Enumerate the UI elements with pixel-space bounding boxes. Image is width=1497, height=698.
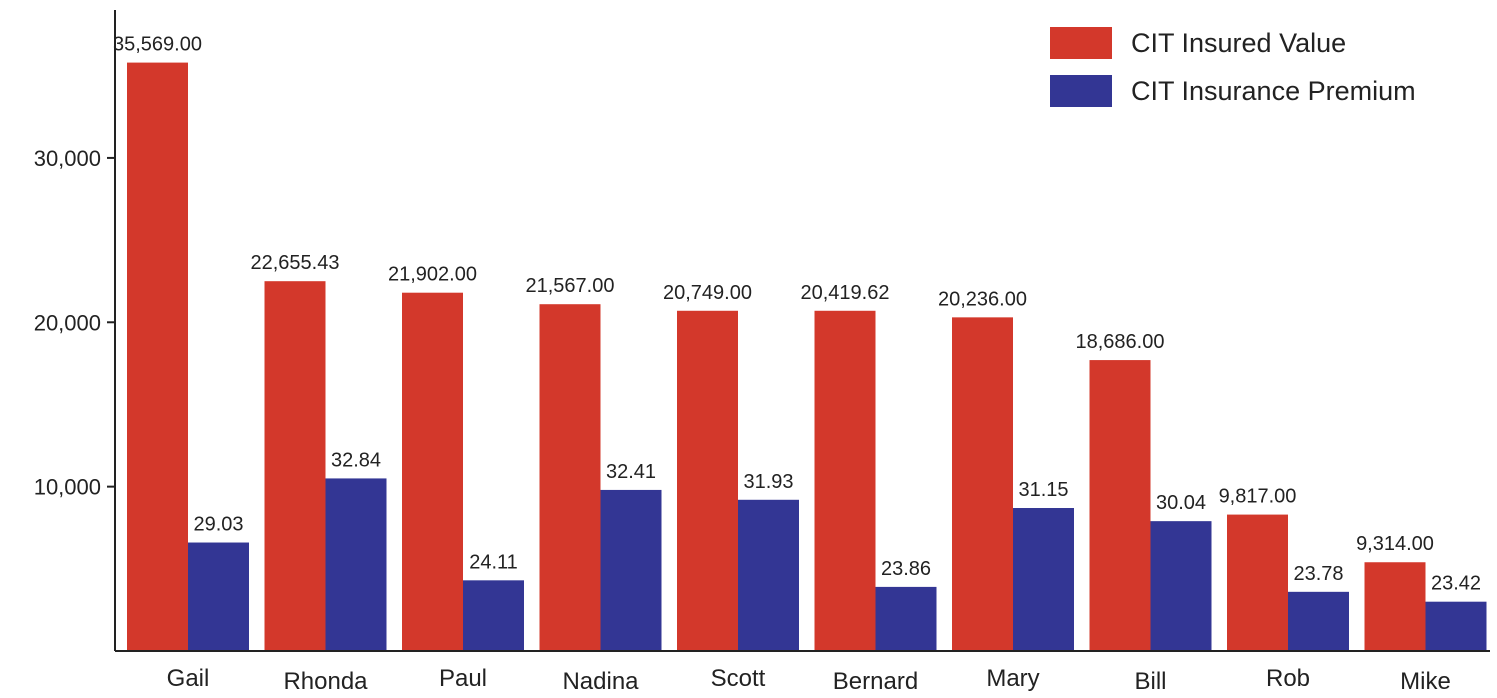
bar-insurance-premium-nadina: [600, 489, 662, 651]
bar-insured-value-scott: [677, 310, 738, 651]
data-label: 31.93: [743, 471, 793, 493]
data-label: 35,569.00: [113, 34, 202, 56]
data-label: 9,314.00: [1356, 533, 1434, 555]
y-axis: 10,000 20,000 30,000: [34, 10, 116, 651]
data-label: 23.42: [1431, 573, 1481, 595]
data-label: 32.84: [331, 449, 381, 471]
data-label: 23.86: [881, 558, 931, 580]
x-tick-label: Rhonda: [283, 668, 368, 695]
bar-insured-value-rob: [1227, 514, 1288, 651]
bar-insured-value-bernard: [814, 310, 876, 651]
bar-insurance-premium-rob: [1288, 591, 1349, 651]
bar-insured-value-nadina: [539, 304, 601, 651]
bar-insurance-premium-scott: [738, 499, 799, 651]
bar-insured-value-mike: [1364, 562, 1426, 651]
data-label: 23.78: [1293, 563, 1343, 585]
x-tick-label: Paul: [439, 665, 487, 692]
legend-label: CIT Insurance Premium: [1131, 76, 1416, 106]
bar-insurance-premium-bill: [1150, 521, 1212, 651]
data-label: 32.41: [606, 461, 656, 483]
legend-swatch: [1050, 75, 1112, 107]
data-label: 22,655.43: [251, 252, 340, 274]
bar-insured-value-paul: [402, 292, 463, 651]
data-label: 21,902.00: [388, 264, 477, 286]
bar-insurance-premium-rhonda: [325, 478, 387, 651]
bar-insured-value-mary: [952, 317, 1013, 651]
x-tick-label: Nadina: [562, 668, 639, 695]
legend: CIT Insured Value CIT Insurance Premium: [1050, 27, 1416, 107]
data-label: 21,567.00: [526, 275, 615, 297]
data-label: 20,236.00: [938, 288, 1027, 310]
x-tick-label: Bill: [1134, 668, 1166, 695]
bars: [127, 62, 1487, 652]
data-label: 20,419.62: [801, 282, 890, 304]
y-tick-label: 20,000: [34, 310, 101, 335]
legend-label: CIT Insured Value: [1131, 28, 1346, 58]
x-tick-label: Mike: [1400, 668, 1451, 695]
x-tick-label: Bernard: [833, 668, 918, 695]
data-label: 31.15: [1018, 479, 1068, 501]
bar-insured-value-bill: [1089, 360, 1151, 651]
x-tick-label: Rob: [1266, 665, 1310, 692]
x-tick-label: Scott: [711, 665, 766, 692]
data-label: 29.03: [193, 514, 243, 536]
bar-insurance-premium-mary: [1013, 508, 1074, 651]
data-label: 9,817.00: [1219, 486, 1297, 508]
x-tick-label: Gail: [167, 665, 210, 692]
bar-insured-value-gail: [127, 62, 188, 652]
bar-insurance-premium-mike: [1425, 601, 1487, 651]
data-label: 30.04: [1156, 492, 1206, 514]
bar-insured-value-rhonda: [264, 281, 326, 651]
data-label: 18,686.00: [1076, 331, 1165, 353]
bar-insurance-premium-bernard: [875, 586, 937, 651]
bar-insurance-premium-gail: [188, 542, 249, 651]
x-axis: Gail Rhonda Paul Nadina Scott Bernard Mary Bill…: [115, 650, 1490, 695]
y-tick-label: 30,000: [34, 146, 101, 171]
data-labels: 35,569.00 29.03 22,655.43 32.84 21,902.00 24.…: [113, 34, 1481, 595]
y-tick-label: 10,000: [34, 475, 101, 500]
x-tick-label: Mary: [986, 665, 1039, 692]
data-label: 20,749.00: [663, 282, 752, 304]
bar-insurance-premium-paul: [463, 580, 524, 651]
legend-swatch: [1050, 27, 1112, 59]
data-label: 24.11: [469, 551, 518, 573]
